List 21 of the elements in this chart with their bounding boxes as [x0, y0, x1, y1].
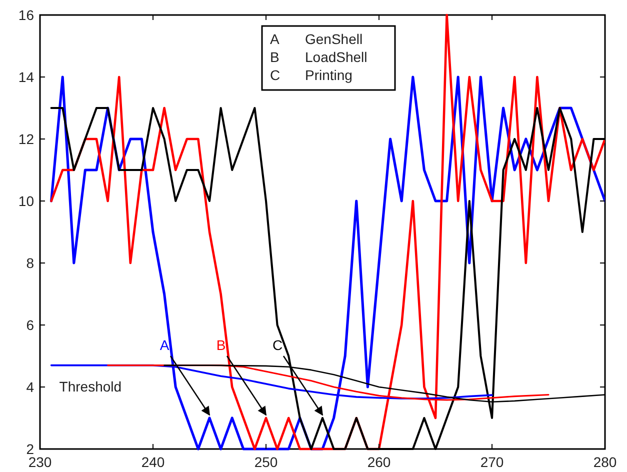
x-tick-label: 240	[141, 454, 165, 470]
annotation: C	[272, 337, 283, 353]
x-tick-label: 260	[367, 454, 391, 470]
text: B LoadShell	[270, 49, 368, 65]
y-tick-label: 12	[18, 131, 34, 147]
series-label: Threshold	[59, 378, 122, 394]
x-tick-label: 230	[28, 454, 52, 470]
annotation: A	[160, 337, 170, 353]
y-tick-label: 14	[18, 69, 34, 85]
y-tick-label: 8	[26, 255, 34, 271]
text: A GenShell	[270, 31, 363, 47]
y-tick-label: 16	[18, 7, 34, 23]
x-tick-label: 250	[254, 454, 278, 470]
x-tick-label: 280	[593, 454, 617, 470]
y-tick-label: 10	[18, 193, 34, 209]
y-tick-label: 2	[26, 441, 34, 457]
annotation: B	[216, 337, 226, 353]
x-tick-label: 270	[480, 454, 504, 470]
text: C Printing	[270, 67, 352, 83]
y-tick-label: 4	[26, 379, 34, 395]
y-tick-label: 6	[26, 317, 34, 333]
